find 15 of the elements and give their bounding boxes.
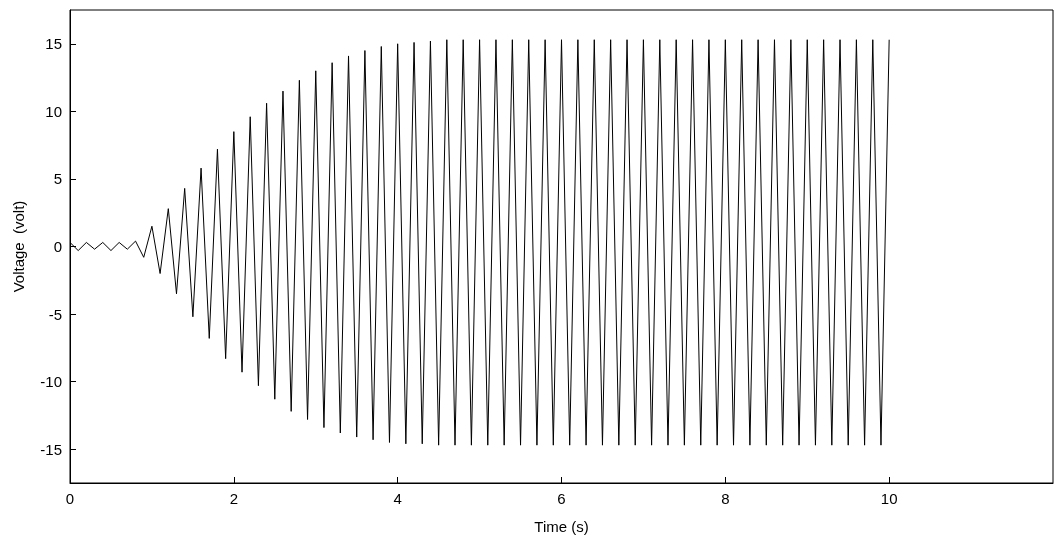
x-tick-label: 0 [65,490,75,507]
y-axis-title: Voltage (volt) [10,200,27,293]
y-tick-label: -10 [40,373,62,391]
x-tick-label: 2 [229,490,239,507]
y-tick-label: 15 [45,35,62,53]
x-tick-label: 10 [880,490,898,507]
x-axis-title: Time (s) [534,518,589,535]
y-tick-label: -15 [40,440,62,458]
x-tick-label: 6 [557,490,566,507]
x-tick-label: 8 [721,490,730,507]
x-tick-label: 4 [393,490,402,507]
y-tick-label: 5 [53,170,62,188]
y-tick-label: 10 [45,102,62,120]
y-tick-label: 0 [53,238,62,255]
y-tick-label: -5 [48,305,62,323]
